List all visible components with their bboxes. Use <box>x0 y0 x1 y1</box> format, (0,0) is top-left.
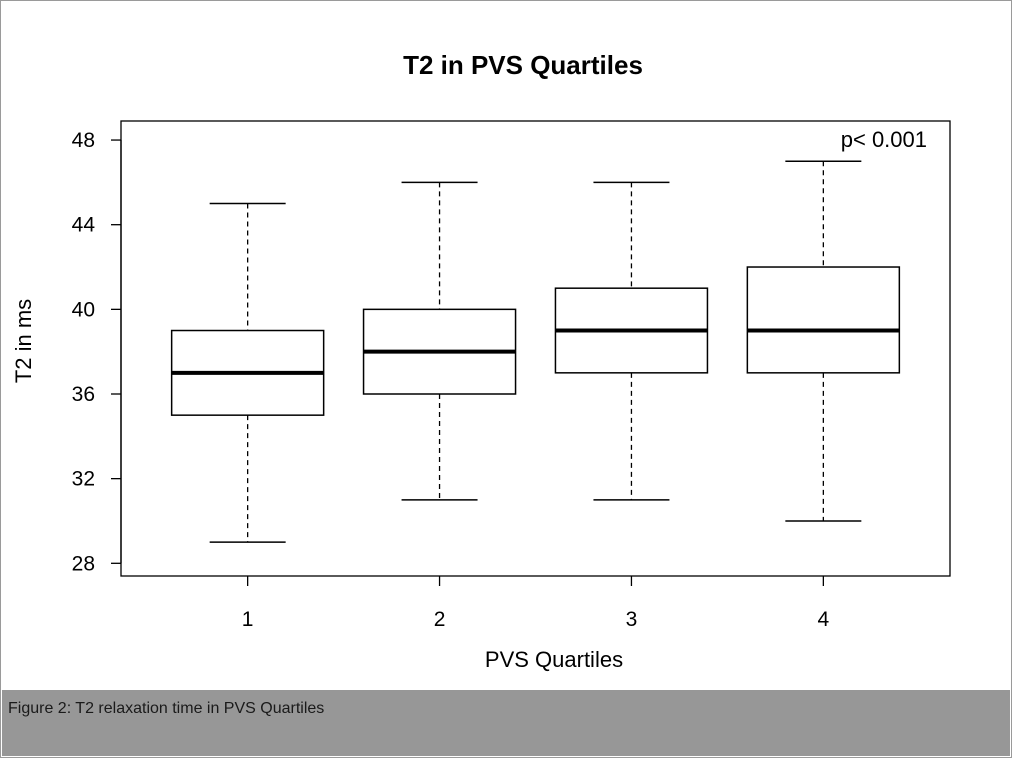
box-group <box>554 181 709 501</box>
x-axis: 1 2 3 4 <box>242 576 830 631</box>
p-value-annotation: p< 0.001 <box>841 127 927 152</box>
x-axis-label: PVS Quartiles <box>485 647 623 672</box>
x-tick-label: 4 <box>818 608 830 631</box>
box-plot-chart: T2 in PVS Quartiles 28 32 36 40 44 48 1 2 3 4 p<… <box>11 50 951 672</box>
caption-bar: Figure 2: T2 relaxation time in PVS Quar… <box>2 690 1010 756</box>
y-tick-label: 28 <box>72 552 95 575</box>
box-group <box>746 160 901 522</box>
figure-caption: Figure 2: T2 relaxation time in PVS Quar… <box>8 700 325 717</box>
y-axis: 28 32 36 40 44 48 <box>72 129 122 575</box>
y-tick-label: 48 <box>72 129 95 152</box>
box-series <box>170 160 901 543</box>
x-tick-label: 3 <box>626 608 638 631</box>
x-tick-label: 1 <box>242 608 254 631</box>
x-tick-label: 2 <box>434 608 446 631</box>
y-tick-label: 40 <box>72 298 95 321</box>
y-tick-label: 32 <box>72 468 95 491</box>
box-group <box>362 181 517 501</box>
interquartile-box <box>746 266 901 374</box>
box-group <box>170 202 325 543</box>
y-tick-label: 36 <box>72 383 95 406</box>
y-axis-label: T2 in ms <box>11 299 36 383</box>
chart-title: T2 in PVS Quartiles <box>403 50 643 80</box>
y-tick-label: 44 <box>72 214 96 237</box>
